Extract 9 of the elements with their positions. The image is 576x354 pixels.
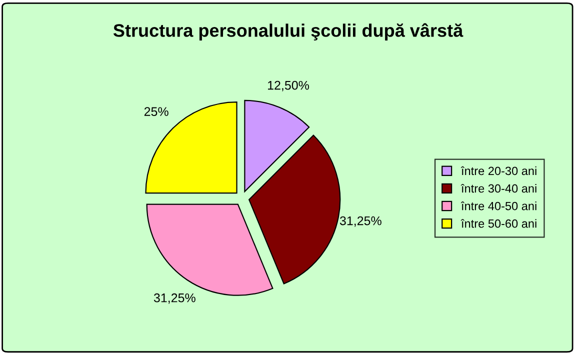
- data-label: 12,50%: [268, 80, 310, 92]
- legend-label: între 40-50 ani: [460, 202, 536, 210]
- legend-label: între 50-60 ani: [460, 219, 536, 228]
- legend-label: între 30-40 ani: [460, 184, 536, 193]
- chart-title: Structura personalului şcolii după vârstă: [113, 23, 464, 40]
- data-label: 31,25%: [340, 216, 382, 227]
- legend-label: între 20-30 ani: [460, 166, 536, 176]
- data-label: 25%: [144, 107, 168, 116]
- data-label: 31,25%: [154, 293, 196, 304]
